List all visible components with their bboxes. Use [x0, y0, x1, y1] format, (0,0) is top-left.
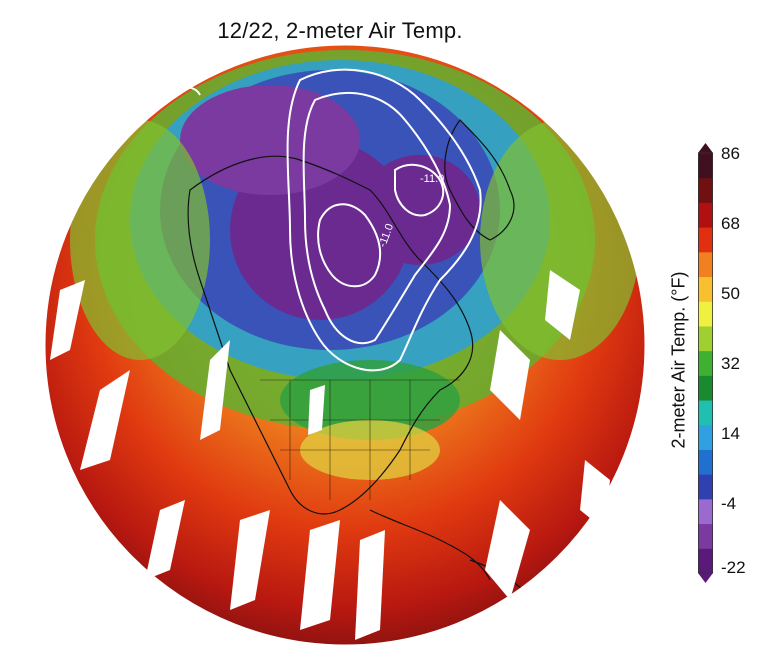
colorbar-segment: [698, 251, 713, 278]
colorbar-segment: [698, 375, 713, 401]
colorbar-segment: [698, 301, 713, 327]
colorbar-segment: [698, 523, 713, 549]
colorbar-segment: [698, 276, 713, 302]
colorbar-segment: [698, 153, 713, 179]
swath-gap-10: [145, 500, 185, 580]
colorbar-tick-label: -22: [721, 558, 746, 577]
colorbar-tick-label: 32: [721, 354, 740, 373]
colorbar-tick-label: -4: [721, 494, 737, 513]
colorbar-segment: [698, 498, 713, 525]
contour-lines: [169, 68, 482, 372]
swath-gap-12: [308, 385, 325, 435]
colorbar-svg: [698, 143, 713, 583]
colorbar-segment: [698, 548, 713, 574]
pacific-cool: [70, 120, 210, 360]
colorbar-min-arrow: [698, 573, 713, 583]
colorbar-segment: [698, 325, 713, 352]
colorbar-segment: [698, 350, 713, 376]
globe-svg: -11.0 -11.0: [44, 44, 646, 646]
colorbar-tick-label: 14: [721, 424, 740, 443]
colorbar-tick-label: 50: [721, 284, 740, 303]
contour-outer: [286, 68, 482, 372]
swath-gap-4: [490, 330, 530, 420]
colorbar-segment: [698, 227, 713, 253]
colorbar-tick-label: 86: [721, 144, 740, 163]
swath-gap-11: [485, 500, 530, 600]
colorbar-max-arrow: [698, 143, 713, 153]
central-america-outline: [369, 509, 491, 581]
colorbar-frame: [698, 152, 713, 574]
globe-edge: [44, 44, 646, 646]
arctic-core-north: [180, 85, 360, 195]
contour-label-2: -11.0: [420, 173, 444, 185]
colorbar-tick-label: 68: [721, 214, 740, 233]
swath-gap-9: [355, 530, 385, 640]
contour-inner-east: [394, 163, 445, 217]
colorbar-segment: [698, 449, 713, 475]
greenland-outline: [444, 119, 515, 241]
colorbar-segment: [698, 177, 713, 203]
state-borders: [260, 379, 460, 500]
colorbar-segment: [698, 202, 713, 228]
arctic-core-east: [360, 155, 480, 265]
swath-gap-8: [300, 520, 340, 630]
data-gaps: [50, 270, 610, 640]
colorbar-segment: [698, 424, 713, 450]
colorbar-title-text: 2-meter Air Temp. (°F): [668, 271, 689, 449]
swath-gap-1: [50, 280, 85, 360]
contour-middle: [302, 92, 452, 345]
map-title: 12/22, 2-meter Air Temp.: [217, 18, 463, 43]
swath-gap-2: [80, 370, 130, 470]
swath-gap-3: [200, 340, 230, 440]
globe-map: -11.0 -11.0: [40, 40, 650, 650]
colorbar-segment: [698, 474, 713, 500]
contour-inner-west: [317, 203, 382, 288]
colorbar-segment: [698, 400, 713, 426]
swath-gap-7: [230, 510, 270, 610]
globe-content: -11.0 -11.0: [45, 45, 645, 645]
north-america-outline: [187, 155, 474, 515]
swath-gap-5: [545, 270, 580, 340]
